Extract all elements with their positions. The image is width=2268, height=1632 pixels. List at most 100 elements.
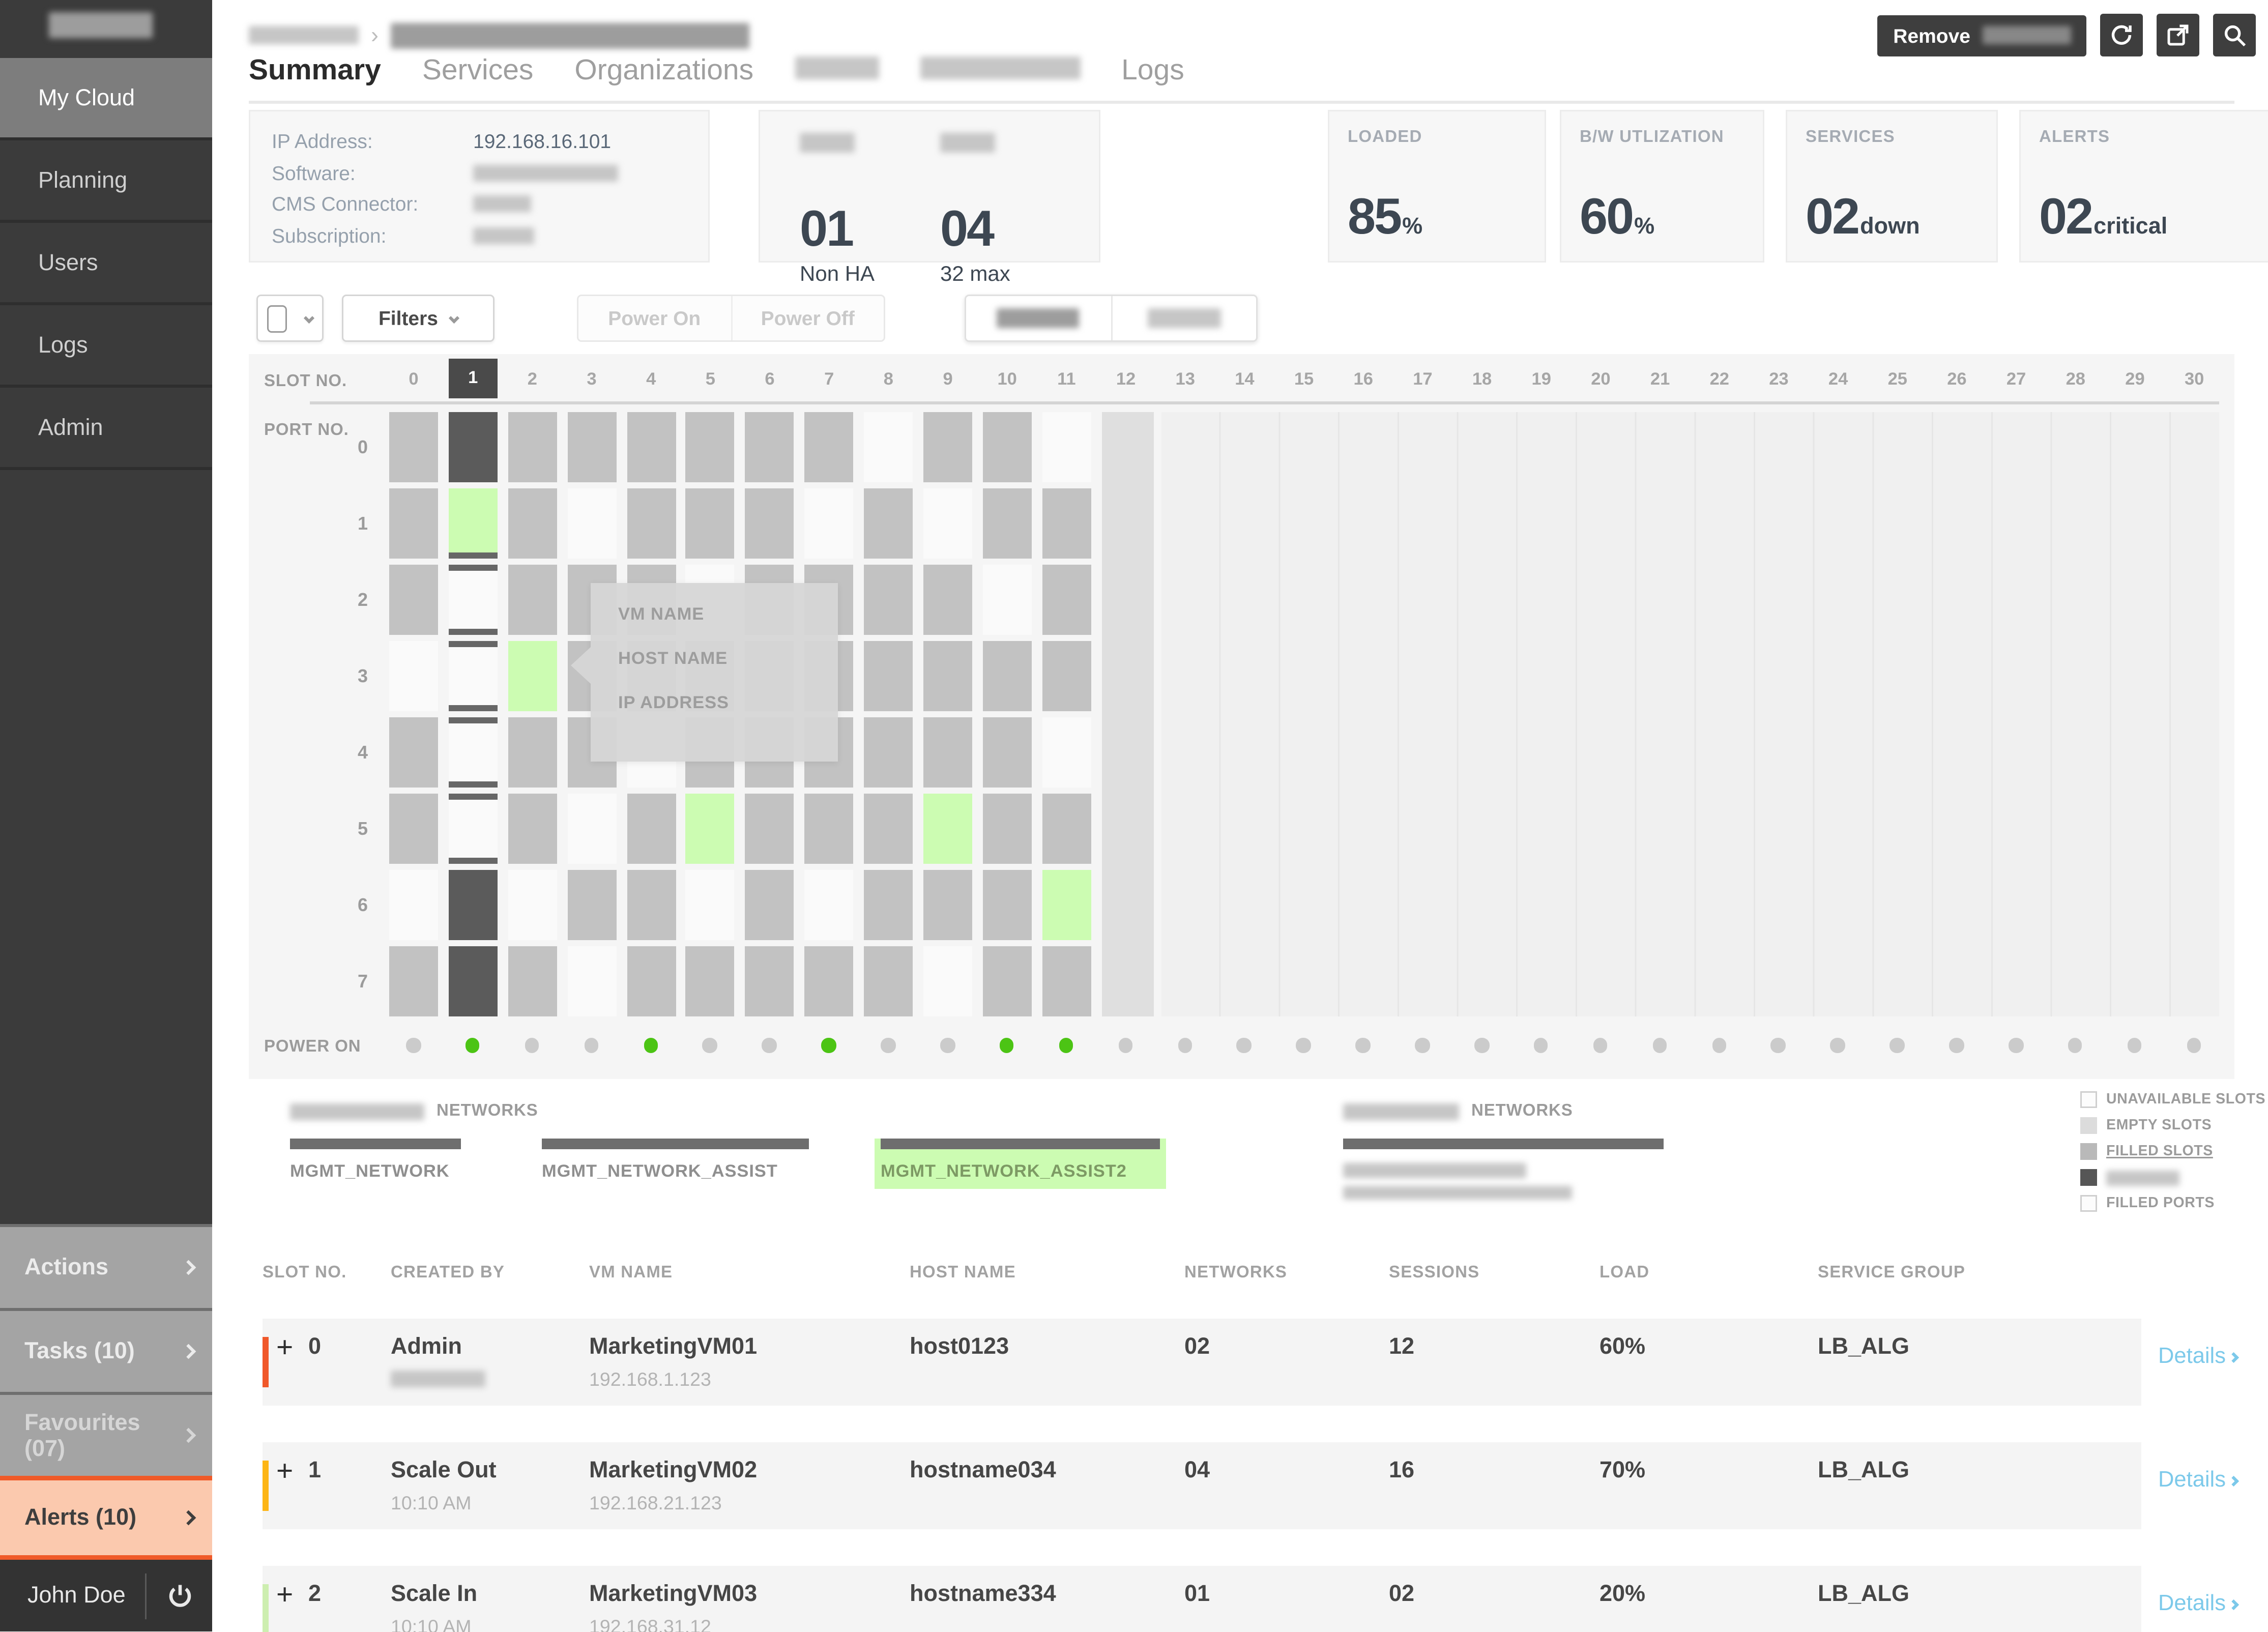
grid-cell-1-0[interactable]: [448, 412, 498, 482]
tab-services[interactable]: Services: [422, 55, 534, 87]
sidebar-shortcut-actions[interactable]: Actions: [0, 1225, 212, 1309]
network-swatch-mgmt-network-assist[interactable]: MGMT_NETWORK_ASSIST: [542, 1139, 809, 1181]
grid-cell-7-0[interactable]: [804, 412, 854, 482]
slot-header-6[interactable]: 6: [765, 371, 775, 389]
logout-button[interactable]: [145, 1573, 212, 1619]
refresh-button[interactable]: [2100, 14, 2143, 56]
slot-header-27[interactable]: 27: [2006, 371, 2026, 389]
power-off-button[interactable]: Power Off: [730, 296, 884, 340]
slot-header-30[interactable]: 30: [2184, 371, 2204, 389]
grid-cell-9-4[interactable]: [923, 717, 973, 788]
network-swatch-mgmt-network[interactable]: MGMT_NETWORK: [290, 1139, 461, 1181]
grid-cell-11-6[interactable]: [1042, 870, 1091, 940]
select-all-checkbox[interactable]: [267, 304, 287, 332]
details-link-2[interactable]: Details: [2158, 1592, 2240, 1616]
grid-cell-5-7[interactable]: [686, 946, 735, 1016]
slot-header-24[interactable]: 24: [1828, 371, 1848, 389]
grid-cell-10-6[interactable]: [982, 870, 1032, 940]
grid-cell-5-0[interactable]: [686, 412, 735, 482]
grid-cell-2-1[interactable]: [508, 488, 557, 559]
grid-cell-11-5[interactable]: [1042, 794, 1091, 864]
slot-header-25[interactable]: 25: [1887, 371, 1907, 389]
grid-cell-2-7[interactable]: [508, 946, 557, 1016]
grid-cell-6-7[interactable]: [745, 946, 795, 1016]
grid-cell-2-0[interactable]: [508, 412, 557, 482]
grid-cell-11-3[interactable]: [1042, 641, 1091, 711]
power-on-button[interactable]: Power On: [608, 307, 701, 330]
grid-cell-2-5[interactable]: [508, 794, 557, 864]
grid-cell-0-2[interactable]: [389, 565, 438, 635]
sidebar-item-admin[interactable]: Admin: [0, 388, 212, 470]
slot-header-10[interactable]: 10: [997, 371, 1017, 389]
sidebar-item-my-cloud[interactable]: My Cloud: [0, 58, 212, 140]
slot-header-5[interactable]: 5: [705, 371, 715, 389]
grid-cell-6-5[interactable]: [745, 794, 795, 864]
grid-cell-8-4[interactable]: [864, 717, 913, 788]
grid-cell-7-1[interactable]: [804, 488, 854, 559]
slot-header-11[interactable]: 11: [1057, 371, 1076, 389]
slot-header-15[interactable]: 15: [1294, 371, 1314, 389]
tab-logs[interactable]: Logs: [1121, 55, 1184, 87]
grid-cell-8-0[interactable]: [864, 412, 913, 482]
slot-header-18[interactable]: 18: [1472, 371, 1492, 389]
grid-cell-3-7[interactable]: [567, 946, 617, 1016]
grid-cell-10-2[interactable]: [982, 565, 1032, 635]
grid-cell-11-0[interactable]: [1042, 412, 1091, 482]
grid-cell-9-7[interactable]: [923, 946, 973, 1016]
grid-cell-3-1[interactable]: [567, 488, 617, 559]
grid-cell-4-0[interactable]: [626, 412, 676, 482]
grid-cell-1-4[interactable]: [448, 717, 498, 788]
tab-redacted-4[interactable]: [920, 55, 1081, 89]
select-all-dropdown[interactable]: [256, 295, 324, 342]
grid-cell-4-5[interactable]: [626, 794, 676, 864]
grid-cell-11-7[interactable]: [1042, 946, 1091, 1016]
grid-cell-10-1[interactable]: [982, 488, 1032, 559]
grid-cell-1-6[interactable]: [448, 870, 498, 940]
grid-cell-9-3[interactable]: [923, 641, 973, 711]
sidebar-shortcut-favourites-07[interactable]: Favourites (07): [0, 1392, 212, 1477]
grid-cell-1-3[interactable]: [448, 641, 498, 711]
grid-cell-0-4[interactable]: [389, 717, 438, 788]
slot-header-7[interactable]: 7: [824, 371, 834, 389]
grid-cell-5-6[interactable]: [686, 870, 735, 940]
grid-cell-11-1[interactable]: [1042, 488, 1091, 559]
expand-row-button[interactable]: +: [276, 1580, 294, 1612]
slot-header-3[interactable]: 3: [587, 371, 597, 389]
grid-cell-2-6[interactable]: [508, 870, 557, 940]
grid-cell-2-3[interactable]: [508, 641, 557, 711]
grid-cell-10-3[interactable]: [982, 641, 1032, 711]
grid-cell-9-6[interactable]: [923, 870, 973, 940]
grid-cell-10-7[interactable]: [982, 946, 1032, 1016]
slot-header-13[interactable]: 13: [1175, 371, 1195, 389]
expand-row-button[interactable]: +: [276, 1332, 294, 1364]
slot-header-19[interactable]: 19: [1531, 371, 1551, 389]
filters-button[interactable]: Filters: [342, 295, 495, 342]
slot-header-12[interactable]: 12: [1116, 371, 1136, 389]
grid-cell-4-1[interactable]: [626, 488, 676, 559]
grid-cell-9-0[interactable]: [923, 412, 973, 482]
grid-cell-6-1[interactable]: [745, 488, 795, 559]
table-row-slot-2[interactable]: +2 Scale In 10:10 AM MarketingVM03 192.168.3…: [263, 1566, 2141, 1632]
grid-cell-8-1[interactable]: [864, 488, 913, 559]
slot-header-14[interactable]: 14: [1235, 371, 1255, 389]
table-row-slot-1[interactable]: +1 Scale Out 10:10 AM MarketingVM02 192.168.…: [263, 1442, 2141, 1529]
grid-cell-10-4[interactable]: [982, 717, 1032, 788]
sidebar-item-planning[interactable]: Planning: [0, 140, 212, 223]
grid-cell-0-3[interactable]: [389, 641, 438, 711]
open-external-button[interactable]: [2157, 14, 2199, 56]
sidebar-item-users[interactable]: Users: [0, 223, 212, 305]
grid-cell-0-5[interactable]: [389, 794, 438, 864]
tab-organizations[interactable]: Organizations: [574, 55, 754, 87]
tab-summary[interactable]: Summary: [249, 55, 381, 87]
network-swatch-mgmt-network-assist2[interactable]: MGMT_NETWORK_ASSIST2: [875, 1139, 1166, 1189]
tab-redacted-3[interactable]: [795, 55, 879, 89]
search-button[interactable]: [2213, 14, 2256, 56]
slot-header-23[interactable]: 23: [1769, 371, 1789, 389]
grid-cell-0-0[interactable]: [389, 412, 438, 482]
slot-header-28[interactable]: 28: [2066, 371, 2085, 389]
grid-cell-11-2[interactable]: [1042, 565, 1091, 635]
details-link-1[interactable]: Details: [2158, 1468, 2240, 1493]
grid-cell-8-3[interactable]: [864, 641, 913, 711]
grid-cell-11-4[interactable]: [1042, 717, 1091, 788]
slot-header-29[interactable]: 29: [2125, 371, 2145, 389]
